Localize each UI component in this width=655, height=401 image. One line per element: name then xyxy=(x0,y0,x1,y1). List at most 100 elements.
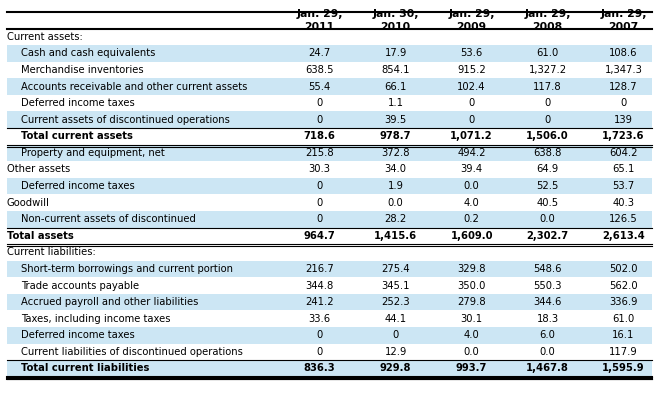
Text: Total assets: Total assets xyxy=(7,231,73,241)
Text: 0.0: 0.0 xyxy=(540,347,555,357)
Text: 279.8: 279.8 xyxy=(457,297,486,307)
Bar xyxy=(7,294,652,310)
Text: 502.0: 502.0 xyxy=(609,264,638,274)
Text: 0: 0 xyxy=(316,115,323,125)
Text: Current liabilities:: Current liabilities: xyxy=(7,247,95,257)
Text: 344.6: 344.6 xyxy=(533,297,562,307)
Text: 1,609.0: 1,609.0 xyxy=(451,231,493,241)
Text: 0: 0 xyxy=(316,98,323,108)
Text: Jan. 29,
2008: Jan. 29, 2008 xyxy=(525,9,571,32)
Text: 915.2: 915.2 xyxy=(457,65,486,75)
Text: 0: 0 xyxy=(316,198,323,208)
Text: Current assets:: Current assets: xyxy=(7,32,83,42)
Text: 0: 0 xyxy=(620,98,627,108)
Text: 604.2: 604.2 xyxy=(609,148,638,158)
Text: 836.3: 836.3 xyxy=(304,363,335,373)
Text: Accrued payroll and other liabilities: Accrued payroll and other liabilities xyxy=(21,297,198,307)
Bar xyxy=(7,45,652,62)
Text: 12.9: 12.9 xyxy=(384,347,407,357)
Text: 52.5: 52.5 xyxy=(536,181,559,191)
Text: 275.4: 275.4 xyxy=(381,264,410,274)
Text: 0.0: 0.0 xyxy=(464,347,479,357)
Text: 17.9: 17.9 xyxy=(384,49,407,59)
Text: 1,327.2: 1,327.2 xyxy=(529,65,567,75)
Text: Cash and cash equivalents: Cash and cash equivalents xyxy=(21,49,155,59)
Text: 139: 139 xyxy=(614,115,633,125)
Text: 494.2: 494.2 xyxy=(457,148,486,158)
Text: 929.8: 929.8 xyxy=(380,363,411,373)
Bar xyxy=(7,211,652,227)
Text: 1.9: 1.9 xyxy=(388,181,403,191)
Bar xyxy=(7,161,652,178)
Text: Total current liabilities: Total current liabilities xyxy=(21,363,149,373)
Bar xyxy=(7,128,652,145)
Text: 53.6: 53.6 xyxy=(460,49,483,59)
Text: 117.9: 117.9 xyxy=(609,347,638,357)
Text: 4.0: 4.0 xyxy=(464,198,479,208)
Text: 126.5: 126.5 xyxy=(609,214,638,224)
Text: Jan. 30,
2010: Jan. 30, 2010 xyxy=(373,9,419,32)
Text: Other assets: Other assets xyxy=(7,164,70,174)
Text: 1,071.2: 1,071.2 xyxy=(450,132,493,141)
Text: 1.1: 1.1 xyxy=(388,98,403,108)
Text: Deferred income taxes: Deferred income taxes xyxy=(21,98,135,108)
Text: 252.3: 252.3 xyxy=(381,297,410,307)
Text: 34.0: 34.0 xyxy=(384,164,407,174)
Bar xyxy=(7,310,652,327)
Text: 0.0: 0.0 xyxy=(540,214,555,224)
Text: 4.0: 4.0 xyxy=(464,330,479,340)
Text: 1,467.8: 1,467.8 xyxy=(526,363,569,373)
Text: 993.7: 993.7 xyxy=(456,363,487,373)
Bar xyxy=(7,145,652,161)
Text: 0: 0 xyxy=(316,330,323,340)
Bar xyxy=(7,78,652,95)
Text: 30.3: 30.3 xyxy=(309,164,331,174)
Bar xyxy=(7,178,652,194)
Text: 0.0: 0.0 xyxy=(464,181,479,191)
Text: 0: 0 xyxy=(392,330,399,340)
Text: 44.1: 44.1 xyxy=(384,314,407,324)
Text: 344.8: 344.8 xyxy=(305,281,334,290)
Bar xyxy=(7,62,652,78)
Text: 61.0: 61.0 xyxy=(612,314,635,324)
Text: 350.0: 350.0 xyxy=(457,281,486,290)
Text: 215.8: 215.8 xyxy=(305,148,334,158)
Text: Short-term borrowings and current portion: Short-term borrowings and current portio… xyxy=(21,264,233,274)
Text: 2,302.7: 2,302.7 xyxy=(527,231,569,241)
Text: 6.0: 6.0 xyxy=(540,330,555,340)
Bar xyxy=(7,194,652,211)
Text: 1,595.9: 1,595.9 xyxy=(602,363,645,373)
Text: 241.2: 241.2 xyxy=(305,297,334,307)
Bar xyxy=(7,244,652,261)
Bar xyxy=(7,327,652,344)
Text: 562.0: 562.0 xyxy=(609,281,638,290)
Bar xyxy=(7,277,652,294)
Text: 66.1: 66.1 xyxy=(384,82,407,91)
Text: Trade accounts payable: Trade accounts payable xyxy=(21,281,139,290)
Text: 33.6: 33.6 xyxy=(309,314,331,324)
Text: 2,613.4: 2,613.4 xyxy=(602,231,645,241)
Text: Accounts receivable and other current assets: Accounts receivable and other current as… xyxy=(21,82,248,91)
Text: 64.9: 64.9 xyxy=(536,164,559,174)
Text: Current assets of discontinued operations: Current assets of discontinued operation… xyxy=(21,115,230,125)
Text: 0: 0 xyxy=(316,214,323,224)
Text: 638.5: 638.5 xyxy=(305,65,334,75)
Text: Total current assets: Total current assets xyxy=(21,132,133,141)
Text: 39.5: 39.5 xyxy=(384,115,407,125)
Text: Goodwill: Goodwill xyxy=(7,198,49,208)
Text: 0: 0 xyxy=(468,115,475,125)
Text: 40.5: 40.5 xyxy=(536,198,559,208)
Text: Jan. 29,
2011: Jan. 29, 2011 xyxy=(297,9,343,32)
Bar xyxy=(7,261,652,277)
Text: 964.7: 964.7 xyxy=(304,231,335,241)
Text: 55.4: 55.4 xyxy=(309,82,331,91)
Text: 16.1: 16.1 xyxy=(612,330,635,340)
Text: 638.8: 638.8 xyxy=(533,148,562,158)
Text: 117.8: 117.8 xyxy=(533,82,562,91)
Text: 40.3: 40.3 xyxy=(612,198,635,208)
Text: 53.7: 53.7 xyxy=(612,181,635,191)
Bar xyxy=(7,111,652,128)
Text: 1,347.3: 1,347.3 xyxy=(605,65,643,75)
Text: Jan. 29,
2009: Jan. 29, 2009 xyxy=(449,9,495,32)
Text: 1,506.0: 1,506.0 xyxy=(526,132,569,141)
